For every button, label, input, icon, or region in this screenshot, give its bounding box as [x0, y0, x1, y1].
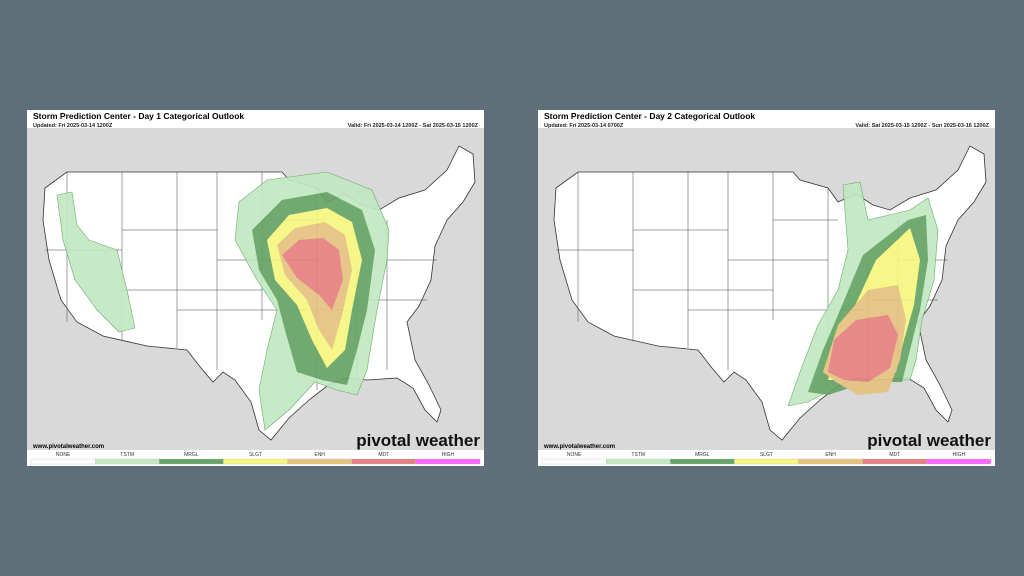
- legend-label: SLGT: [249, 452, 262, 458]
- valid-time: Valid: Fri 2025-03-14 1200Z - Sat 2025-0…: [348, 123, 479, 129]
- website: www.pivotalweather.com: [543, 444, 615, 450]
- legend-swatch: [287, 458, 352, 465]
- panel-day2: Storm Prediction Center - Day 2 Categori…: [537, 110, 996, 466]
- legend-label: HIGH: [442, 452, 455, 458]
- legend-label: MDT: [889, 452, 900, 458]
- legend-swatch: [30, 458, 96, 465]
- legend-label: ENH: [314, 452, 325, 458]
- legend-label: MRGL: [184, 452, 199, 458]
- legend-label: MDT: [378, 452, 389, 458]
- legend-swatch: [541, 458, 607, 465]
- legend-swatch: [926, 458, 992, 465]
- legend-swatch: [351, 458, 417, 465]
- legend-swatch: [605, 458, 671, 465]
- brand-logo: pivotal weather: [867, 431, 991, 450]
- panel-title: Storm Prediction Center - Day 1 Categori…: [33, 111, 244, 121]
- updated-time: Updated: Fri 2025-03-14 1200Z: [33, 123, 113, 129]
- legend-swatch: [734, 458, 799, 465]
- legend-swatch: [94, 458, 160, 465]
- legend-label: TSTM: [631, 452, 645, 458]
- legend-swatch: [415, 458, 481, 465]
- panel-title: Storm Prediction Center - Day 2 Categori…: [544, 111, 755, 121]
- legend-label: MRGL: [695, 452, 710, 458]
- risk-areas: [787, 181, 939, 407]
- legend-swatch: [159, 458, 224, 465]
- legend-label: SLGT: [760, 452, 773, 458]
- brand-logo: pivotal weather: [356, 431, 480, 450]
- risk-areas: [56, 171, 390, 431]
- legend-label: NONE: [567, 452, 582, 458]
- legend-swatch: [862, 458, 928, 465]
- valid-time: Valid: Sat 2025-03-15 1200Z - Sun 2025-0…: [855, 123, 989, 129]
- legend-swatch: [223, 458, 288, 465]
- panel-day1: Storm Prediction Center - Day 1 Categori…: [26, 110, 485, 466]
- legend-swatch: [670, 458, 735, 465]
- legend-label: HIGH: [953, 452, 966, 458]
- website: www.pivotalweather.com: [32, 444, 104, 450]
- legend-label: TSTM: [120, 452, 134, 458]
- legend-label: ENH: [825, 452, 836, 458]
- updated-time: Updated: Fri 2025-03-14 0700Z: [544, 123, 624, 129]
- legend-swatch: [798, 458, 863, 465]
- legend-label: NONE: [56, 452, 71, 458]
